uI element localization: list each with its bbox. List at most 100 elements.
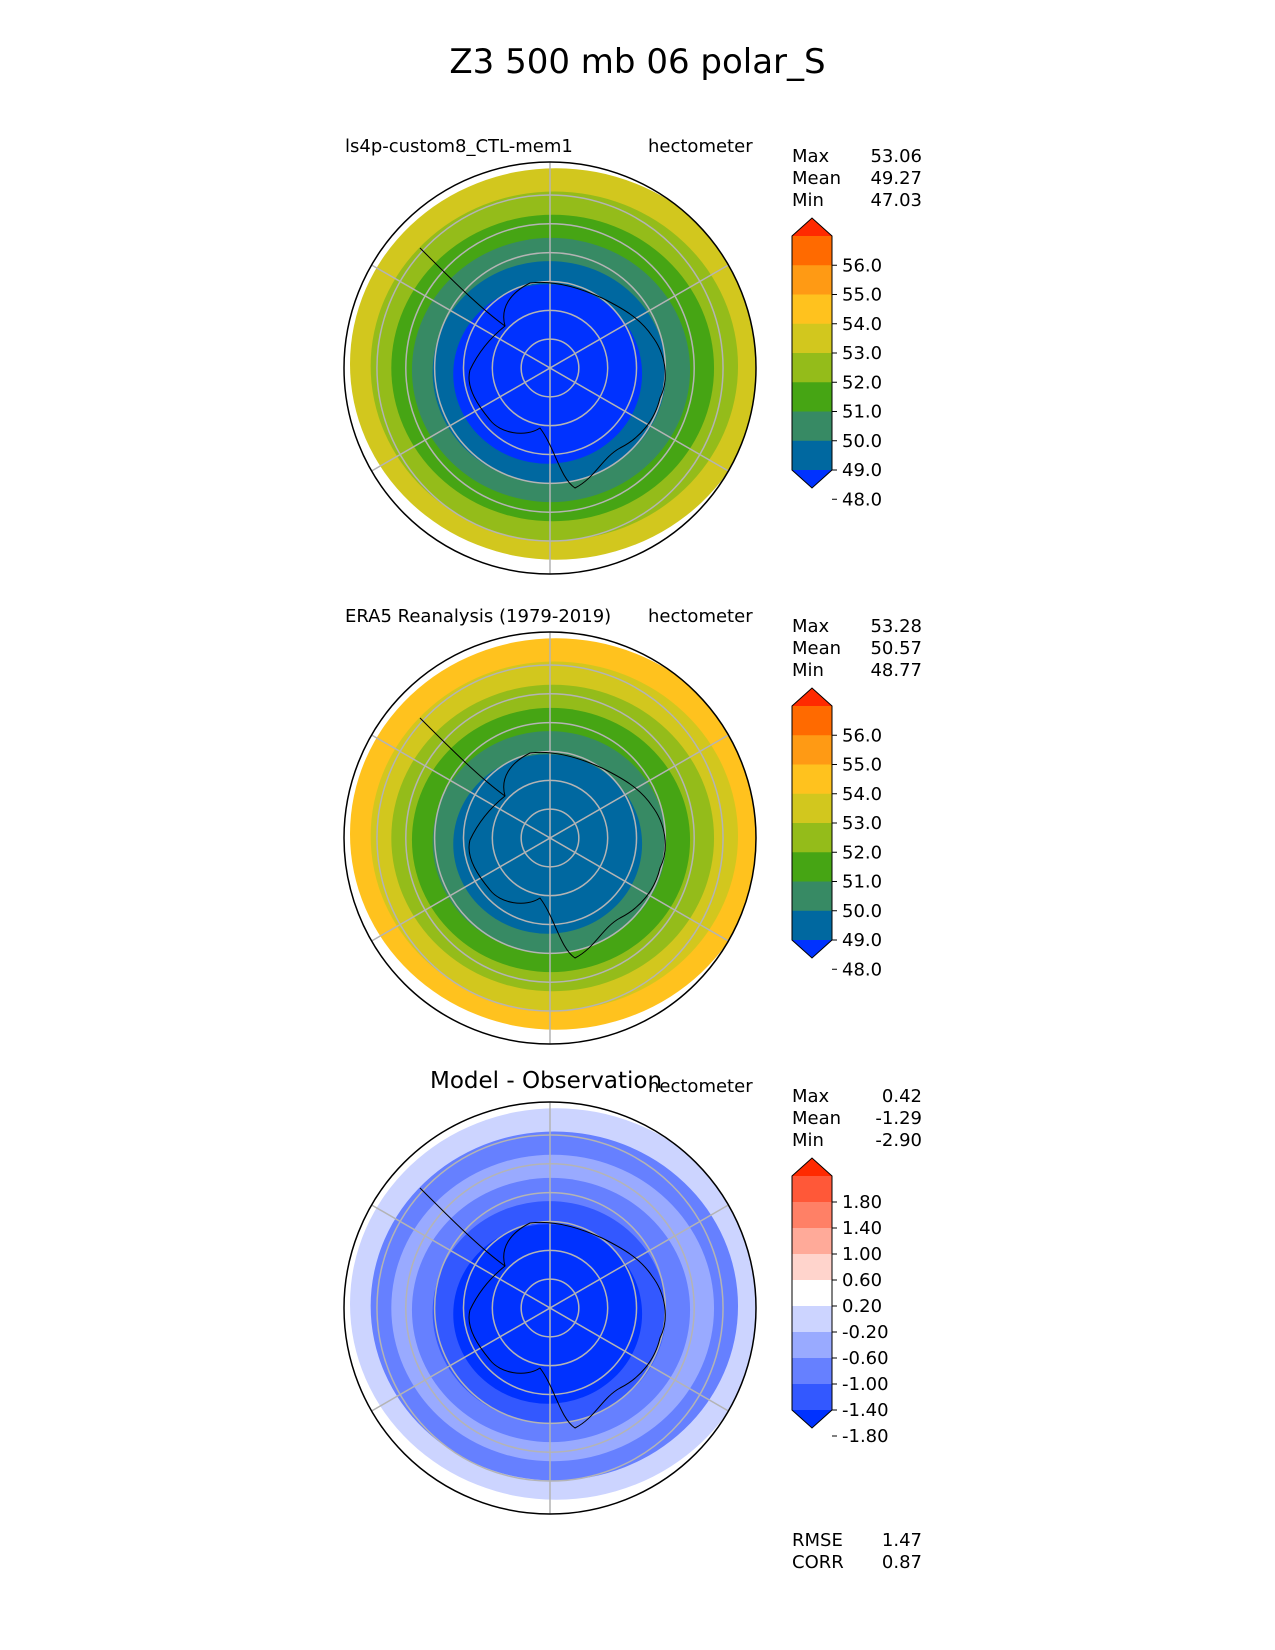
stat-row-max: Max 53.28 <box>792 616 922 638</box>
polar-map <box>340 1098 760 1518</box>
colorbar: 56.0 55.0 54.0 53.0 52.0 51.0 50.0 49.0 48.0 <box>791 687 882 980</box>
colorbar-tick-label: 52.0 <box>842 842 882 863</box>
colorbar-extend-min <box>792 470 832 488</box>
colorbar-extend-max <box>792 218 832 236</box>
map-boundary <box>343 1101 757 1515</box>
colorbar-tick-label: 56.0 <box>842 725 882 746</box>
colorbar-segment <box>792 440 832 471</box>
colorbar-tick-label: -0.60 <box>842 1348 889 1369</box>
stat-label: Mean <box>792 168 842 189</box>
contour-band <box>453 754 643 934</box>
colorbar-tick-label: 54.0 <box>842 784 882 805</box>
colorbar-tick-label: 55.0 <box>842 755 882 776</box>
colorbar-extend-max <box>792 688 832 706</box>
colorbar-segment <box>792 1332 832 1359</box>
colorbar-tick-label: 55.0 <box>842 285 882 306</box>
coastline <box>468 281 666 489</box>
stat-row-mean: Mean 49.27 <box>792 168 922 190</box>
stat-value: 53.06 <box>870 146 922 167</box>
colorbar-segment <box>792 1358 832 1385</box>
stat-value: -1.29 <box>875 1108 922 1129</box>
panel-observation: ERA5 Reanalysis (1979-2019) hectometer M… <box>0 598 1275 1068</box>
colorbar: 56.0 55.0 54.0 53.0 52.0 51.0 50.0 49.0 48.0 <box>791 217 882 510</box>
colorbar-tick-label: -1.00 <box>842 1374 889 1395</box>
colorbar-segment <box>792 236 832 266</box>
panel-left-label: ERA5 Reanalysis (1979-2019) <box>345 606 612 627</box>
stat-value: 0.87 <box>881 1552 922 1573</box>
colorbar-segment <box>792 793 832 824</box>
stat-row-corr: CORR 0.87 <box>792 1552 922 1574</box>
map-mask <box>340 1098 760 1518</box>
stat-label: RMSE <box>792 1530 843 1551</box>
stat-row-mean: Mean -1.29 <box>792 1108 922 1130</box>
colorbar-segment <box>792 1176 832 1203</box>
panel-units-label: hectometer <box>648 606 753 627</box>
map-boundary <box>343 631 757 1045</box>
stat-row-min: Min 48.77 <box>792 660 922 682</box>
stats-block: Max 0.42 Mean -1.29 Min -2.90 <box>792 1086 922 1152</box>
stat-row-mean: Mean 50.57 <box>792 638 922 660</box>
meridian-gridline <box>371 734 729 942</box>
colorbar-tick-label: 1.00 <box>842 1244 882 1265</box>
map-mask <box>340 158 760 578</box>
colorbar-tick-label: -1.40 <box>842 1400 889 1421</box>
colorbar-segment <box>792 1384 832 1411</box>
peninsula-coastline <box>419 1187 506 1267</box>
colorbar-tick-label: 51.0 <box>842 402 882 423</box>
colorbar-segment <box>792 411 832 442</box>
coastline <box>468 751 666 959</box>
stat-row-rmse: RMSE 1.47 <box>792 1530 922 1552</box>
colorbar-segment <box>792 1306 832 1333</box>
colorbar-tick-label: 49.0 <box>842 930 882 951</box>
stat-row-min: Min 47.03 <box>792 190 922 212</box>
colorbar-segment <box>792 382 832 412</box>
colorbar-tick-label: 48.0 <box>842 489 882 510</box>
map-boundary <box>343 161 757 575</box>
colorbar-tick-label: 0.20 <box>842 1296 882 1317</box>
colorbar-segment <box>792 881 832 912</box>
stat-value: 48.77 <box>870 660 922 681</box>
colorbar-segment <box>792 1280 832 1307</box>
stat-value: -2.90 <box>875 1130 922 1151</box>
polar-map <box>340 158 760 578</box>
panel-difference: Model - Observation hectometer Max 0.42 M… <box>0 1068 1275 1538</box>
contour-band <box>453 1224 643 1404</box>
stat-label: Mean <box>792 1108 842 1129</box>
colorbar-segment <box>792 735 832 765</box>
colorbar-tick-label: 50.0 <box>842 901 882 922</box>
panel-units-label: hectometer <box>648 136 753 157</box>
colorbar-segment <box>792 823 832 853</box>
colorbar-tick-label: 50.0 <box>842 431 882 452</box>
figure-title: Z3 500 mb 06 polar_S <box>449 42 826 82</box>
panel-left-label: ls4p-custom8_CTL-mem1 <box>345 136 573 157</box>
colorbar-tick-label: 52.0 <box>842 372 882 393</box>
stat-label: Min <box>792 660 824 681</box>
panel-model: ls4p-custom8_CTL-mem1 hectometer Max 53.0… <box>0 128 1275 598</box>
polar-map <box>340 628 760 1048</box>
stat-label: Min <box>792 1130 824 1151</box>
stat-value: 47.03 <box>870 190 922 211</box>
stat-value: 0.42 <box>881 1086 922 1107</box>
stat-label: Max <box>792 616 830 637</box>
colorbar-tick-label: 53.0 <box>842 343 882 364</box>
colorbar-tick-label: 1.40 <box>842 1218 882 1239</box>
stat-value: 1.47 <box>881 1530 922 1551</box>
stat-row-max: Max 53.06 <box>792 146 922 168</box>
colorbar-segment <box>792 764 832 795</box>
colorbar-segment <box>792 852 832 882</box>
stats-block: Max 53.06 Mean 49.27 Min 47.03 <box>792 146 922 212</box>
stat-label: Mean <box>792 638 842 659</box>
colorbar-tick-label: 51.0 <box>842 872 882 893</box>
stat-label: Min <box>792 190 824 211</box>
stats-block: Max 53.28 Mean 50.57 Min 48.77 <box>792 616 922 682</box>
colorbar-tick-label: -1.80 <box>842 1426 889 1447</box>
colorbar-tick-label: 54.0 <box>842 314 882 335</box>
colorbar-tick-label: 53.0 <box>842 813 882 834</box>
contour-band <box>453 284 643 464</box>
colorbar-segment <box>792 706 832 736</box>
colorbar-segment <box>792 265 832 295</box>
colorbar-segment <box>792 1202 832 1229</box>
stat-row-max: Max 0.42 <box>792 1086 922 1108</box>
colorbar: 1.80 1.40 1.00 0.60 0.20 -0.20 -0.60 -1.00 -1.40… <box>791 1157 889 1447</box>
colorbar-extend-min <box>792 940 832 958</box>
